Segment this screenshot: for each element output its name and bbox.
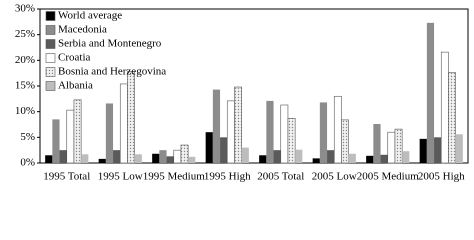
bar — [327, 150, 335, 163]
bar — [66, 109, 75, 164]
legend-label: Albania — [58, 80, 93, 92]
legend-swatch — [45, 25, 56, 35]
y-tick-label: 0% — [20, 157, 35, 169]
bar — [259, 155, 267, 163]
bar — [152, 153, 160, 163]
bar — [226, 100, 235, 164]
legend-label: Macedonia — [58, 24, 107, 36]
bar — [295, 149, 303, 163]
bar — [333, 95, 342, 164]
bar — [188, 156, 196, 163]
y-tick-label: 20% — [15, 54, 35, 66]
legend-label: Serbia and Montenegro — [58, 38, 162, 50]
bar — [73, 99, 82, 164]
x-tick-label: 1995 Low — [98, 171, 143, 183]
bar — [59, 150, 67, 163]
bar — [280, 104, 289, 164]
bar — [440, 51, 449, 164]
x-tick-label: 1995 High — [204, 171, 251, 183]
bar — [220, 137, 228, 163]
bar — [348, 153, 356, 163]
bar — [455, 134, 463, 163]
bar — [434, 137, 442, 163]
legend-label: World average — [58, 10, 122, 22]
bar — [273, 150, 281, 163]
legend-swatch — [45, 39, 56, 49]
bar — [173, 149, 182, 164]
bar — [341, 119, 349, 164]
legend-swatch — [45, 11, 56, 21]
y-tick-label: 15% — [15, 80, 35, 92]
bar — [387, 131, 396, 164]
bar — [119, 83, 128, 164]
x-tick-label: 1995 Total — [43, 171, 90, 183]
bar — [266, 100, 274, 163]
legend-swatch — [45, 67, 56, 77]
bar — [52, 119, 60, 163]
x-tick-label: 2005 Low — [312, 171, 357, 183]
bar — [127, 71, 135, 164]
chart: 0%5%10%15%20%25%30%1995 Total 1995 Low 199… — [15, 3, 469, 183]
bar — [419, 138, 427, 163]
y-tick-label: 30% — [15, 3, 35, 15]
bar — [287, 118, 296, 164]
bar — [166, 156, 174, 163]
legend-label: Bosnia and Herzegovina — [58, 66, 166, 78]
y-tick-label: 5% — [20, 131, 35, 143]
bar — [380, 154, 388, 163]
bar — [366, 155, 374, 163]
legend-swatch — [45, 53, 56, 63]
bar — [81, 154, 89, 163]
bar — [205, 132, 213, 163]
bar — [105, 103, 114, 163]
legend-label: Croatia — [58, 52, 90, 64]
plot-frame — [39, 8, 469, 164]
y-tick-label: 10% — [15, 105, 35, 117]
x-tick-label: 2005 High — [418, 171, 465, 183]
bar — [98, 158, 106, 163]
bar — [113, 150, 121, 163]
x-tick-label: 1995 Medium — [143, 171, 205, 183]
bar — [426, 22, 435, 163]
y-tick-label: 25% — [15, 28, 35, 40]
bar — [319, 102, 328, 163]
x-tick-label: 2005 Total — [257, 171, 304, 183]
bar — [402, 151, 410, 163]
bar — [45, 155, 53, 163]
bar — [241, 147, 249, 163]
bar — [448, 72, 456, 164]
legend-swatch — [45, 81, 56, 91]
bar — [234, 86, 242, 164]
x-tick-label: 2005 Medium — [357, 171, 419, 183]
bar — [373, 123, 381, 163]
bar — [180, 144, 189, 164]
bar — [212, 89, 221, 163]
bar — [134, 154, 142, 163]
bar — [312, 158, 320, 163]
bar — [394, 128, 403, 164]
bar — [159, 150, 167, 163]
